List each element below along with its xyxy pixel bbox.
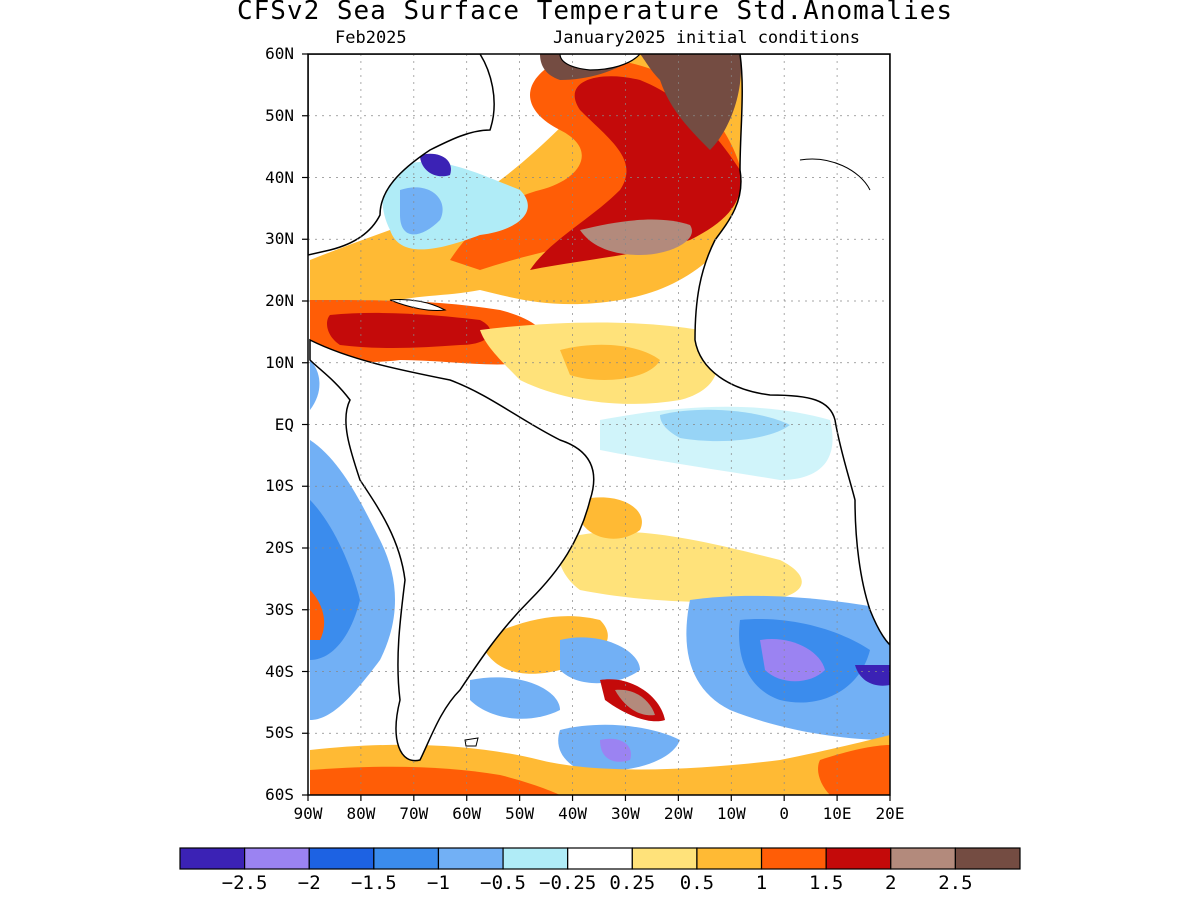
colorbar-swatch xyxy=(760,847,827,870)
anomaly-field xyxy=(308,54,890,795)
lon-tick-label: 20W xyxy=(663,804,693,823)
colorbar-label: 1.5 xyxy=(808,872,844,894)
lon-tick-label: 70W xyxy=(399,804,429,823)
colorbar-label: 0.25 xyxy=(609,872,656,894)
lat-tick-label: 50N xyxy=(265,105,294,125)
colorbar-swatch xyxy=(244,847,310,870)
colorbar-swatch xyxy=(502,847,569,870)
colorbar-swatch xyxy=(825,847,892,870)
falklands-island xyxy=(464,737,479,747)
colorbar-label: −2.5 xyxy=(221,872,268,894)
colorbar xyxy=(179,847,1021,870)
north-america-landmass xyxy=(308,54,495,256)
lat-tick-label: EQ xyxy=(274,414,294,434)
africa-europe-landmass xyxy=(694,54,890,647)
colorbar-label: −0.25 xyxy=(539,872,597,894)
south-america-landmass xyxy=(309,338,595,762)
colorbar-swatch xyxy=(696,847,763,870)
colorbar-label: 2.5 xyxy=(938,872,973,894)
colorbar-swatch xyxy=(954,847,1021,870)
colorbar-swatch xyxy=(567,847,633,870)
lat-tick-label: 40S xyxy=(265,661,294,681)
map-gridlines xyxy=(308,54,890,795)
greenland-landmass xyxy=(559,54,641,71)
colorbar-swatch xyxy=(890,847,956,870)
colorbar-swatch xyxy=(308,847,375,870)
lon-tick-label: 30W xyxy=(611,804,640,823)
initial-conditions-label: January2025 initial conditions xyxy=(553,28,861,48)
cuba-island xyxy=(389,299,447,311)
colorbar-swatch xyxy=(373,847,440,870)
lat-tick-label: 20S xyxy=(265,538,294,557)
lat-tick-label: 60S xyxy=(265,785,294,804)
lon-tick-label: 60W xyxy=(452,804,482,823)
axis-ticks xyxy=(302,53,891,801)
map-title: CFSv2 Sea Surface Temperature Std.Anomal… xyxy=(236,0,954,26)
colorbar-swatch xyxy=(179,847,246,870)
forecast-month: Feb2025 xyxy=(335,28,407,48)
lon-tick-label: 10W xyxy=(716,804,746,823)
colorbar-label: −2 xyxy=(297,872,321,894)
lat-tick-label: 20N xyxy=(265,291,294,310)
lat-tick-label: 50S xyxy=(265,723,294,743)
lon-tick-label: 50W xyxy=(505,804,535,823)
colorbar-label: −1 xyxy=(427,872,450,894)
lon-tick-label: 40W xyxy=(558,804,587,823)
colorbar-label: 2 xyxy=(885,872,897,894)
colorbar-label: 0.5 xyxy=(679,872,715,894)
colorbar-swatch xyxy=(437,847,504,870)
lat-tick-label: 10S xyxy=(265,476,294,496)
colorbar-label: 1 xyxy=(755,872,768,894)
lat-tick-label: 30N xyxy=(265,229,294,249)
lon-tick-label: 80W xyxy=(346,804,376,823)
lon-tick-label: 10E xyxy=(822,804,852,823)
colorbar-swatch xyxy=(631,847,698,870)
lon-tick-label: 90W xyxy=(293,804,323,823)
lat-tick-label: 10N xyxy=(265,352,294,372)
lat-tick-label: 40N xyxy=(265,167,294,187)
colorbar-label: −0.5 xyxy=(480,872,526,894)
colorbar-label: −1.5 xyxy=(350,872,397,894)
lat-tick-label: 60N xyxy=(265,44,294,63)
lat-tick-label: 30S xyxy=(265,599,294,619)
lon-tick-label: 20E xyxy=(875,804,905,823)
mediterranean-cool-patch xyxy=(799,158,871,191)
lon-tick-label: 0 xyxy=(779,804,789,823)
